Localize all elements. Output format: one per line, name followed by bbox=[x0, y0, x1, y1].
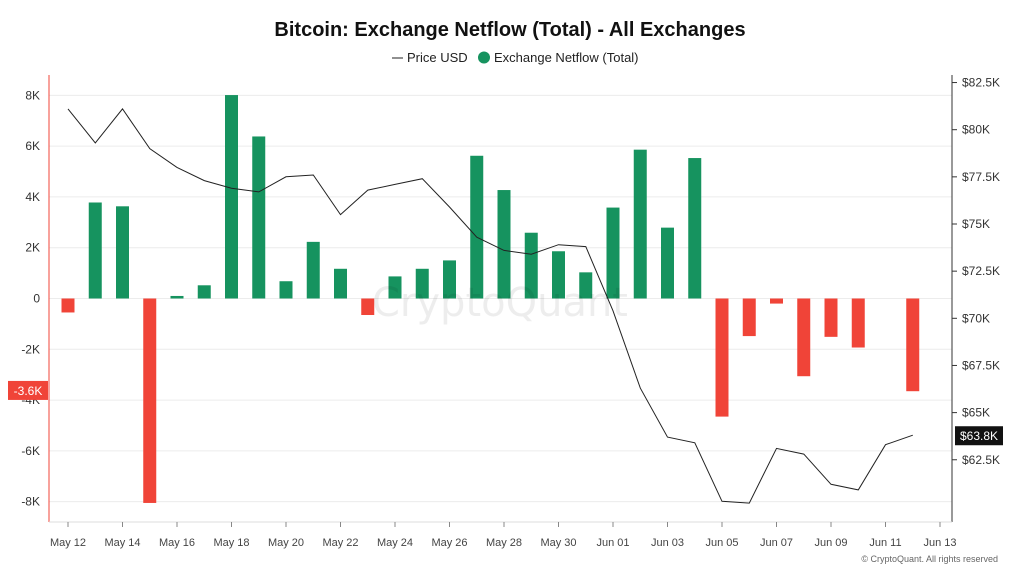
right-tick-label: $62.5K bbox=[962, 453, 1000, 467]
netflow-bar-may-24 bbox=[388, 276, 402, 299]
right-axis-ticks: $82.5K $80K $77.5K $75K $72.5K $70K $67.5K $65K… bbox=[952, 76, 1000, 467]
netflow-bar-may-12 bbox=[61, 298, 75, 313]
x-tick-label: May 12 bbox=[50, 537, 86, 549]
x-tick-label: May 24 bbox=[377, 537, 413, 549]
price-line bbox=[67, 108, 913, 504]
netflow-bar-jun-04 bbox=[688, 158, 702, 299]
netflow-bar-may-21 bbox=[306, 241, 320, 299]
netflow-bar-jun-01 bbox=[606, 207, 620, 299]
x-tick-label: Jun 01 bbox=[596, 537, 629, 549]
x-tick-label: May 20 bbox=[268, 537, 304, 549]
netflow-bar-jun-08 bbox=[797, 298, 811, 377]
x-tick-label: May 26 bbox=[431, 537, 467, 549]
left-tick-label: -8K bbox=[21, 495, 40, 509]
left-tick-label: 2K bbox=[25, 241, 40, 255]
x-tick-label: May 16 bbox=[159, 537, 195, 549]
legend-price-label: Price USD bbox=[407, 50, 468, 65]
price-current-label: $63.8K bbox=[960, 429, 998, 443]
x-tick-label: Jun 07 bbox=[760, 537, 793, 549]
x-tick-label: May 28 bbox=[486, 537, 522, 549]
x-tick-label: Jun 09 bbox=[814, 537, 847, 549]
netflow-bar-may-17 bbox=[197, 285, 211, 299]
netflow-bar-may-13 bbox=[88, 202, 102, 299]
left-tick-label: 8K bbox=[25, 88, 40, 102]
netflow-bars bbox=[61, 95, 920, 503]
right-tick-label: $65K bbox=[962, 406, 990, 420]
left-tick-label: 4K bbox=[25, 190, 40, 204]
x-tick-label: May 22 bbox=[322, 537, 358, 549]
right-tick-label: $67.5K bbox=[962, 358, 1000, 372]
right-tick-label: $77.5K bbox=[962, 170, 1000, 184]
legend-netflow-label: Exchange Netflow (Total) bbox=[494, 50, 639, 65]
x-tick-label: May 14 bbox=[104, 537, 140, 549]
netflow-bar-may-25 bbox=[415, 268, 429, 299]
netflow-current-badge bbox=[8, 380, 48, 400]
netflow-bar-jun-12 bbox=[906, 298, 920, 392]
netflow-bar-may-20 bbox=[279, 281, 293, 299]
left-tick-label: 6K bbox=[25, 139, 40, 153]
current-value-badges: -3.6K $63.8K bbox=[8, 380, 1003, 446]
netflow-current-label: -3.6K bbox=[14, 384, 43, 398]
x-tick-label: May 18 bbox=[213, 537, 249, 549]
netflow-bar-may-14 bbox=[116, 206, 129, 299]
x-tick-label: Jun 13 bbox=[923, 537, 956, 549]
netflow-bar-may-23 bbox=[361, 298, 375, 316]
netflow-bar-jun-02 bbox=[633, 149, 647, 299]
netflow-bar-jun-09 bbox=[824, 298, 838, 337]
right-tick-label: $70K bbox=[962, 311, 990, 325]
right-tick-label: $80K bbox=[962, 123, 990, 137]
legend-netflow-swatch bbox=[478, 51, 490, 64]
left-tick-label: 0 bbox=[33, 292, 40, 306]
x-tick-label: May 30 bbox=[540, 537, 576, 549]
netflow-bar-may-28 bbox=[497, 190, 511, 299]
netflow-bar-may-29 bbox=[524, 232, 538, 299]
right-tick-label: $72.5K bbox=[962, 264, 1000, 278]
netflow-bar-may-27 bbox=[470, 155, 484, 299]
right-tick-label: $75K bbox=[962, 217, 990, 231]
left-tick-label: -2K bbox=[21, 342, 40, 356]
netflow-bar-may-22 bbox=[334, 268, 347, 299]
price-current-badge bbox=[955, 426, 1003, 446]
netflow-bar-may-30 bbox=[552, 251, 565, 299]
x-tick-label: Jun 03 bbox=[651, 537, 684, 549]
x-tick-label: Jun 11 bbox=[869, 537, 901, 549]
left-tick-label: -6K bbox=[21, 444, 40, 458]
right-tick-label: $82.5K bbox=[962, 76, 1000, 90]
legend: Price USD Exchange Netflow (Total) bbox=[392, 50, 639, 65]
netflow-bar-may-15 bbox=[143, 298, 157, 503]
chart-title: Bitcoin: Exchange Netflow (Total) - All … bbox=[274, 19, 745, 41]
x-axis-ticks: May 12 May 14 May 16 May 18 May 20 May 22 May … bbox=[50, 522, 957, 549]
netflow-bar-jun-05 bbox=[715, 298, 729, 417]
credit-text: © CryptoQuant. All rights reserved bbox=[861, 554, 998, 564]
netflow-bar-may-31 bbox=[579, 272, 593, 299]
watermark: CryptoQuant bbox=[372, 280, 628, 326]
x-tick-label: Jun 05 bbox=[705, 537, 738, 549]
netflow-bar-may-19 bbox=[252, 136, 266, 299]
netflow-bar-may-16 bbox=[170, 295, 184, 299]
netflow-bar-may-26 bbox=[443, 260, 456, 299]
axes bbox=[48, 75, 953, 523]
netflow-bar-jun-03 bbox=[661, 227, 674, 299]
netflow-bar-jun-07 bbox=[770, 298, 783, 304]
netflow-bar-may-18 bbox=[225, 95, 238, 299]
netflow-bar-jun-06 bbox=[742, 298, 756, 337]
netflow-bar-jun-10 bbox=[851, 298, 865, 348]
